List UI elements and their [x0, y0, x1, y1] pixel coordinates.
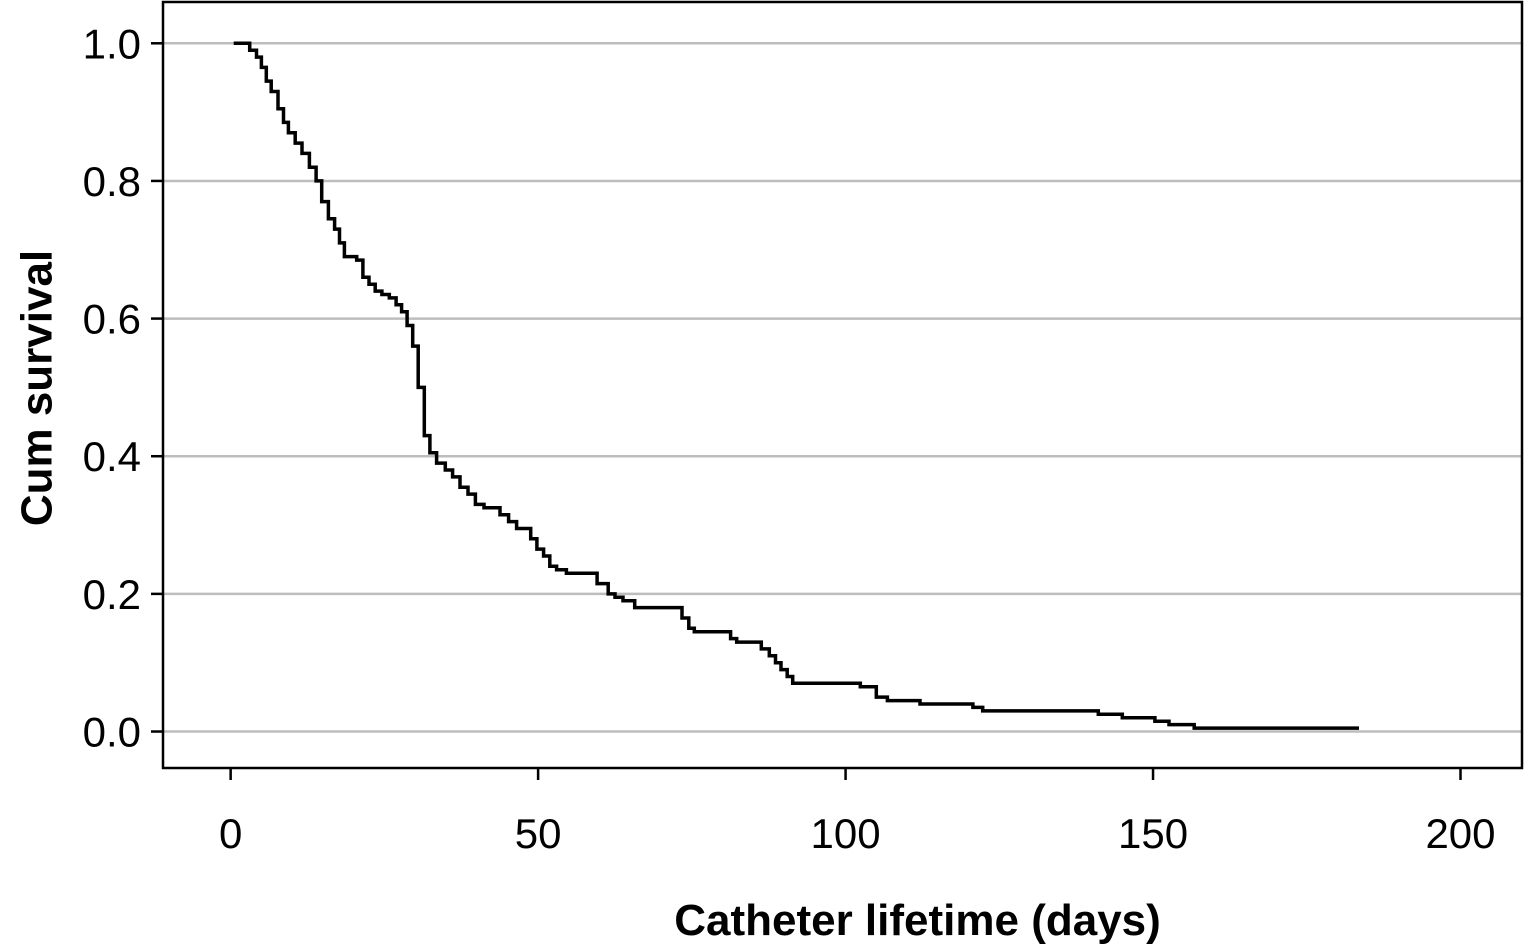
y-axis-title: Cum survival [13, 250, 62, 526]
survival-curve-0 [233, 41, 1359, 730]
x-tick-label-3: 150 [1118, 810, 1188, 857]
y-tick-label-3: 0.6 [83, 296, 141, 343]
plot-frame [161, 0, 1524, 770]
x-axis-title: Catheter lifetime (days) [674, 896, 1161, 945]
y-tick-label-0: 0.0 [83, 709, 141, 756]
x-tick-label-0: 0 [219, 810, 242, 857]
x-tick-label-4: 200 [1425, 810, 1495, 857]
y-tick-label-5: 1.0 [83, 20, 141, 67]
y-tick-label-2: 0.4 [83, 433, 141, 480]
x-tick-label-2: 100 [811, 810, 881, 857]
x-tick-label-1: 50 [515, 810, 562, 857]
gridlines [163, 42, 1522, 733]
series-layer [233, 41, 1359, 730]
x-axis: 0 50 100 150 200 [219, 768, 1496, 857]
y-tick-label-4: 0.8 [83, 158, 141, 205]
y-axis: 0.0 0.2 0.4 0.6 0.8 1.0 [83, 20, 163, 756]
y-tick-label-1: 0.2 [83, 571, 141, 618]
